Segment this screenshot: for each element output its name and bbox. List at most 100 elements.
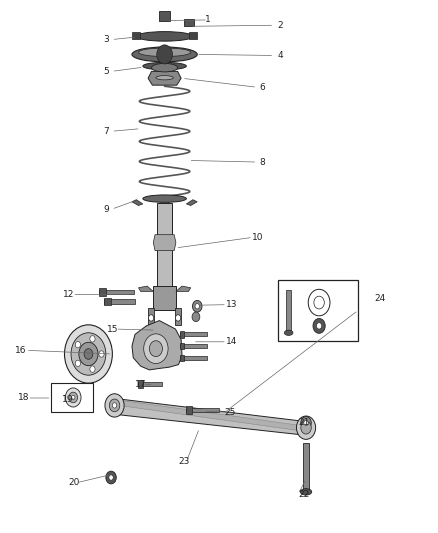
Bar <box>180 354 184 361</box>
Text: 18: 18 <box>18 393 30 402</box>
Circle shape <box>99 351 104 357</box>
Circle shape <box>157 45 173 64</box>
Circle shape <box>90 336 95 342</box>
Text: 8: 8 <box>260 158 265 166</box>
Circle shape <box>90 366 95 372</box>
Text: 13: 13 <box>226 300 238 309</box>
Bar <box>99 290 134 294</box>
Polygon shape <box>186 200 197 206</box>
Bar <box>104 300 135 304</box>
Text: 16: 16 <box>15 346 27 355</box>
Text: 9: 9 <box>103 205 109 214</box>
Circle shape <box>149 341 162 357</box>
Text: 25: 25 <box>224 408 236 417</box>
Circle shape <box>304 420 308 425</box>
Ellipse shape <box>156 76 173 80</box>
Bar <box>186 406 191 414</box>
Bar <box>180 344 207 348</box>
Circle shape <box>64 325 113 383</box>
Circle shape <box>301 417 311 429</box>
Polygon shape <box>148 71 181 85</box>
Circle shape <box>192 301 202 312</box>
Bar <box>180 343 184 349</box>
Bar <box>132 32 140 38</box>
Bar <box>153 286 176 310</box>
Bar <box>180 332 207 336</box>
Circle shape <box>105 394 124 417</box>
Circle shape <box>113 403 117 408</box>
Circle shape <box>317 322 322 329</box>
Bar <box>138 380 143 388</box>
Ellipse shape <box>143 62 186 70</box>
Bar <box>286 290 291 330</box>
Text: 19: 19 <box>62 394 73 403</box>
Bar <box>161 196 168 206</box>
Polygon shape <box>176 286 191 292</box>
Circle shape <box>75 360 81 367</box>
Ellipse shape <box>143 195 186 203</box>
Bar <box>278 280 358 341</box>
Text: 20: 20 <box>69 478 80 487</box>
Text: 24: 24 <box>374 294 385 303</box>
Text: 23: 23 <box>179 457 190 466</box>
Circle shape <box>79 342 98 366</box>
Circle shape <box>106 471 116 484</box>
Text: 15: 15 <box>106 325 118 334</box>
Polygon shape <box>138 286 153 292</box>
Text: 5: 5 <box>103 67 109 76</box>
Circle shape <box>195 304 199 309</box>
Ellipse shape <box>152 63 178 72</box>
Ellipse shape <box>138 48 191 56</box>
Text: 7: 7 <box>103 127 109 136</box>
Text: 2: 2 <box>277 21 283 30</box>
Bar <box>186 408 219 413</box>
Circle shape <box>297 416 316 439</box>
Bar <box>104 298 111 305</box>
Circle shape <box>71 395 75 400</box>
Bar <box>157 203 173 288</box>
Circle shape <box>69 392 78 403</box>
Circle shape <box>301 421 311 434</box>
Bar <box>180 331 184 337</box>
Text: 22: 22 <box>298 490 310 499</box>
Bar <box>159 12 170 21</box>
Bar <box>175 308 181 325</box>
Bar <box>99 288 106 296</box>
Text: 3: 3 <box>103 35 109 44</box>
Circle shape <box>308 289 330 316</box>
Bar <box>189 32 197 38</box>
Polygon shape <box>119 400 297 430</box>
Text: 4: 4 <box>277 51 283 60</box>
Circle shape <box>314 296 324 309</box>
Ellipse shape <box>136 31 193 41</box>
Circle shape <box>313 318 325 333</box>
Text: 12: 12 <box>63 290 74 299</box>
Bar <box>148 308 154 325</box>
Circle shape <box>148 315 154 321</box>
Bar <box>138 382 162 386</box>
Circle shape <box>75 342 81 348</box>
Text: 10: 10 <box>252 233 264 242</box>
Circle shape <box>84 349 93 359</box>
Text: 14: 14 <box>226 337 238 346</box>
Circle shape <box>65 388 81 407</box>
Circle shape <box>176 315 181 321</box>
Text: 6: 6 <box>260 83 265 92</box>
Polygon shape <box>110 398 310 434</box>
Polygon shape <box>132 320 182 370</box>
Ellipse shape <box>300 489 312 495</box>
Text: 1: 1 <box>205 15 211 25</box>
Text: 17: 17 <box>135 380 146 389</box>
Circle shape <box>192 312 200 321</box>
Circle shape <box>110 399 120 412</box>
Ellipse shape <box>284 330 293 335</box>
Polygon shape <box>153 235 176 251</box>
Circle shape <box>144 334 168 364</box>
Circle shape <box>109 475 113 480</box>
Ellipse shape <box>132 47 197 62</box>
Bar <box>180 356 207 360</box>
Circle shape <box>71 333 106 375</box>
Bar <box>184 19 194 26</box>
Text: 21: 21 <box>298 418 310 427</box>
Bar <box>51 383 93 413</box>
